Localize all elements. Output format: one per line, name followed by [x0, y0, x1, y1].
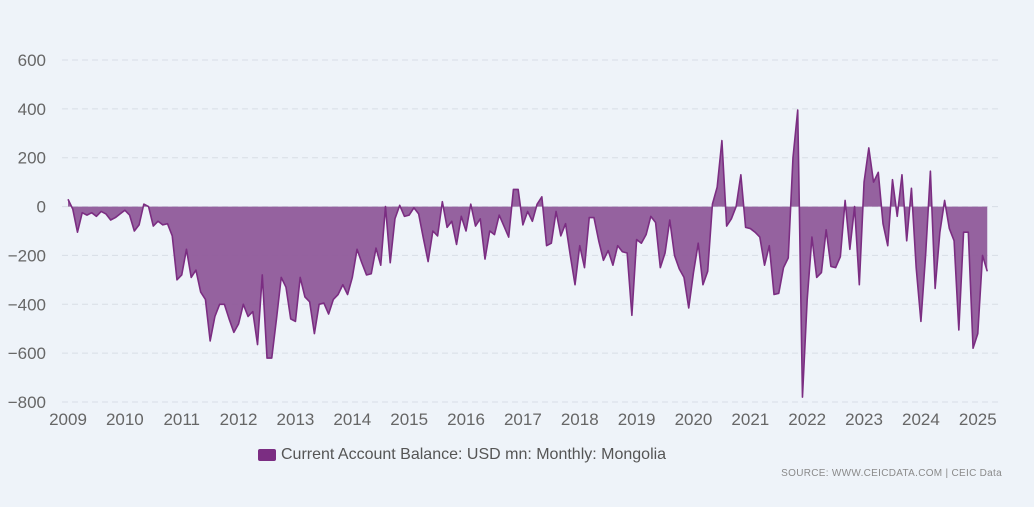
x-tick-label: 2012: [220, 410, 258, 429]
y-tick-label: 0: [37, 198, 46, 217]
x-tick-label: 2010: [106, 410, 144, 429]
y-axis: 600 400 200 0 −200 −400 −600 −800: [8, 51, 46, 412]
x-tick-label: 2016: [447, 410, 485, 429]
y-tick-label: −600: [8, 344, 46, 363]
area-series[interactable]: [67, 109, 989, 398]
x-tick-label: 2024: [902, 410, 940, 429]
x-tick-label: 2013: [277, 410, 315, 429]
y-tick-label: −400: [8, 295, 46, 314]
x-tick-label: 2025: [959, 410, 997, 429]
y-tick-label: 200: [18, 149, 46, 168]
x-tick-label: 2009: [49, 410, 87, 429]
x-tick-label: 2011: [163, 410, 200, 429]
x-tick-label: 2023: [845, 410, 883, 429]
y-tick-label: −200: [8, 246, 46, 265]
y-tick-label: 400: [18, 100, 46, 119]
x-tick-label: 2014: [333, 410, 371, 429]
x-axis: 2009 2010 2011 2012 2013 2014 2015 2016 2017 2018…: [49, 410, 997, 429]
x-tick-label: 2021: [731, 410, 769, 429]
y-tick-label: 600: [18, 51, 46, 70]
source-credit: SOURCE: WWW.CEICDATA.COM | CEIC Data: [781, 468, 1002, 479]
x-tick-label: 2022: [788, 410, 826, 429]
x-tick-label: 2019: [618, 410, 656, 429]
legend-label: Current Account Balance: USD mn: Monthly…: [281, 446, 667, 463]
x-tick-label: 2015: [390, 410, 428, 429]
legend[interactable]: Current Account Balance: USD mn: Monthly…: [258, 446, 666, 464]
series-line: [67, 109, 989, 398]
y-tick-label: −800: [8, 393, 46, 412]
area-fill: [68, 110, 988, 398]
x-tick-label: 2017: [504, 410, 542, 429]
legend-swatch: [258, 449, 276, 461]
x-tick-label: 2018: [561, 410, 599, 429]
x-tick-label: 2020: [675, 410, 713, 429]
